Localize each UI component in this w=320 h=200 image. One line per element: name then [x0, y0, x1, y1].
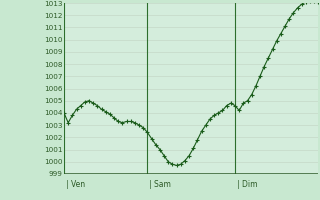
- Text: | Dim: | Dim: [237, 180, 258, 189]
- Text: | Sam: | Sam: [149, 180, 172, 189]
- Text: | Ven: | Ven: [66, 180, 85, 189]
